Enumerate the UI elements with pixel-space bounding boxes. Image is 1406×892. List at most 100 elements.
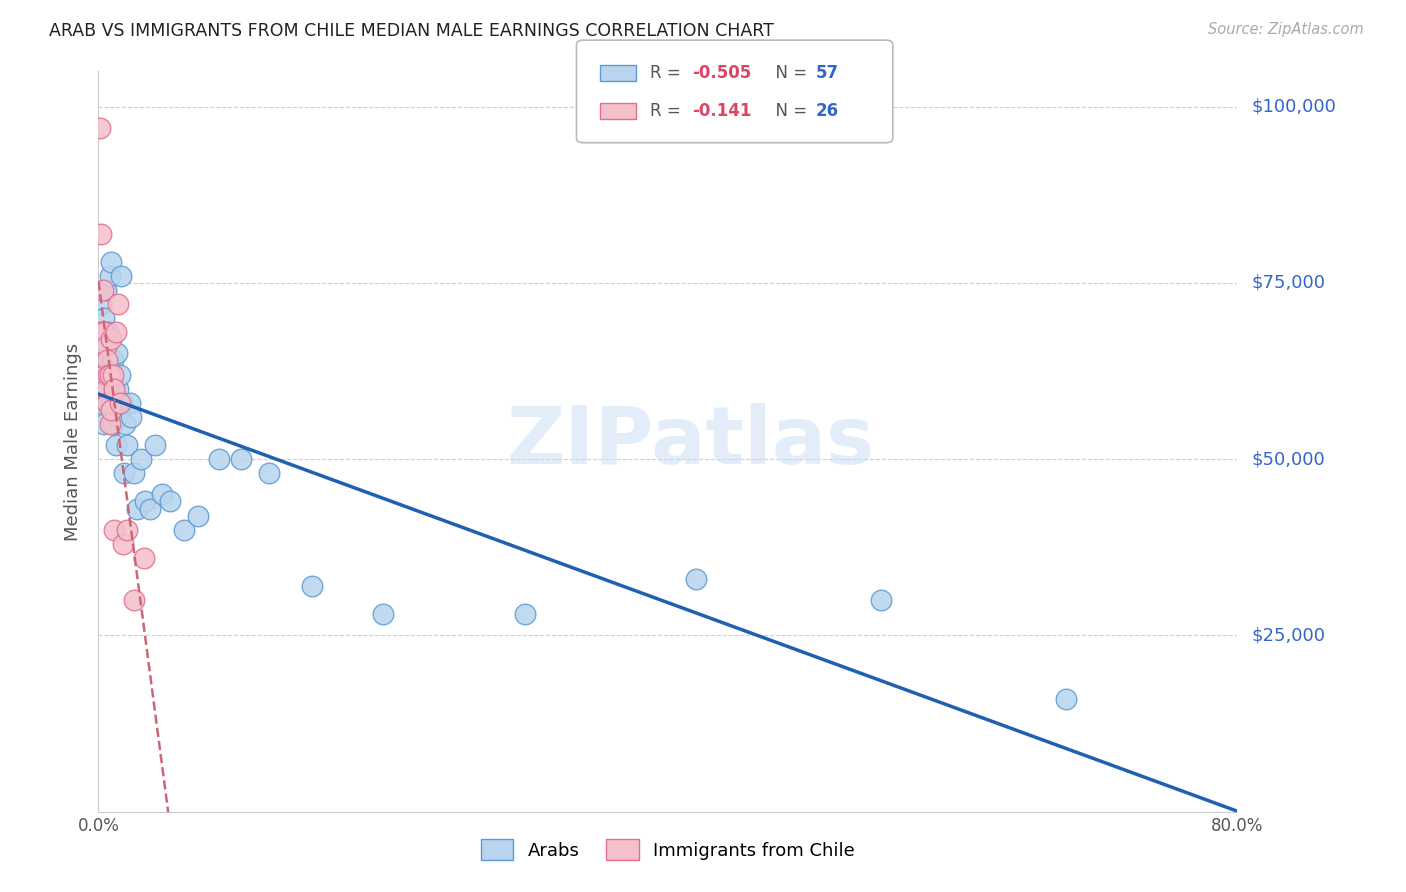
Point: [98, 268, 121, 283]
Point: [122, 467, 145, 481]
Point: [173, 523, 195, 537]
Point: [208, 452, 231, 467]
Point: [125, 501, 148, 516]
Point: [94, 283, 117, 297]
Point: [120, 409, 142, 424]
Point: [91, 346, 114, 360]
Text: -0.505: -0.505: [692, 64, 751, 82]
Point: [94, 382, 117, 396]
Text: R =: R =: [650, 64, 686, 82]
Point: [98, 368, 121, 382]
Point: [94, 339, 117, 353]
Point: [115, 523, 138, 537]
Point: [90, 325, 112, 339]
Point: [90, 297, 112, 311]
Point: [259, 467, 281, 481]
Text: 26: 26: [815, 102, 839, 120]
Text: $50,000: $50,000: [1251, 450, 1324, 468]
Point: [103, 382, 125, 396]
Text: N =: N =: [765, 102, 813, 120]
Point: [107, 382, 129, 396]
Point: [98, 368, 121, 382]
Point: [90, 325, 112, 339]
Point: [107, 297, 129, 311]
Text: -0.141: -0.141: [692, 102, 751, 120]
Point: [96, 382, 118, 396]
Point: [129, 452, 152, 467]
Point: [187, 508, 209, 523]
Point: [100, 360, 122, 375]
Point: [104, 325, 127, 339]
Point: [515, 607, 537, 622]
Point: [93, 417, 115, 431]
Text: N =: N =: [765, 64, 813, 82]
Point: [870, 593, 893, 607]
Point: [229, 452, 252, 467]
Point: [97, 353, 120, 368]
Text: 57: 57: [815, 64, 839, 82]
Point: [103, 523, 125, 537]
Legend: Arabs, Immigrants from Chile: Arabs, Immigrants from Chile: [471, 830, 865, 870]
Point: [1056, 692, 1078, 706]
Point: [97, 325, 120, 339]
Point: [97, 396, 120, 410]
Point: [138, 501, 160, 516]
Text: $100,000: $100,000: [1251, 97, 1336, 116]
Point: [89, 120, 111, 135]
Point: [111, 396, 134, 410]
Point: [105, 409, 128, 424]
Point: [159, 494, 181, 508]
Point: [301, 579, 323, 593]
Point: [103, 382, 125, 396]
Point: [89, 396, 111, 410]
Point: [91, 382, 114, 396]
Point: [104, 396, 127, 410]
Point: [152, 487, 174, 501]
Point: [101, 368, 124, 382]
Point: [134, 494, 156, 508]
Point: [373, 607, 395, 622]
Point: [100, 254, 122, 268]
Point: [100, 332, 122, 346]
Point: [93, 325, 115, 339]
Point: [93, 368, 115, 382]
Point: [118, 396, 141, 410]
Point: [108, 396, 131, 410]
Y-axis label: Median Male Earnings: Median Male Earnings: [65, 343, 83, 541]
Point: [96, 353, 118, 368]
Point: [94, 368, 117, 382]
Point: [101, 353, 124, 368]
Point: [91, 283, 114, 297]
Point: [145, 438, 167, 452]
Point: [132, 550, 155, 565]
Text: ARAB VS IMMIGRANTS FROM CHILE MEDIAN MALE EARNINGS CORRELATION CHART: ARAB VS IMMIGRANTS FROM CHILE MEDIAN MAL…: [49, 22, 775, 40]
Point: [104, 438, 127, 452]
Point: [97, 368, 120, 382]
Point: [96, 339, 118, 353]
Point: [115, 438, 138, 452]
Point: [90, 227, 112, 241]
Point: [98, 417, 121, 431]
Point: [111, 537, 134, 551]
Text: ZIPatlas: ZIPatlas: [506, 402, 875, 481]
Point: [103, 402, 125, 417]
Point: [110, 268, 132, 283]
Point: [685, 572, 707, 586]
Point: [105, 346, 128, 360]
Point: [89, 360, 111, 375]
Point: [101, 417, 124, 431]
Point: [112, 467, 135, 481]
Point: [96, 396, 118, 410]
Point: [122, 593, 145, 607]
Point: [100, 402, 122, 417]
Text: $25,000: $25,000: [1251, 626, 1326, 644]
Point: [91, 325, 114, 339]
Point: [94, 325, 117, 339]
Point: [108, 368, 131, 382]
Point: [114, 417, 136, 431]
Point: [93, 311, 115, 326]
Text: Source: ZipAtlas.com: Source: ZipAtlas.com: [1208, 22, 1364, 37]
Text: $75,000: $75,000: [1251, 274, 1326, 292]
Point: [100, 396, 122, 410]
Text: R =: R =: [650, 102, 686, 120]
